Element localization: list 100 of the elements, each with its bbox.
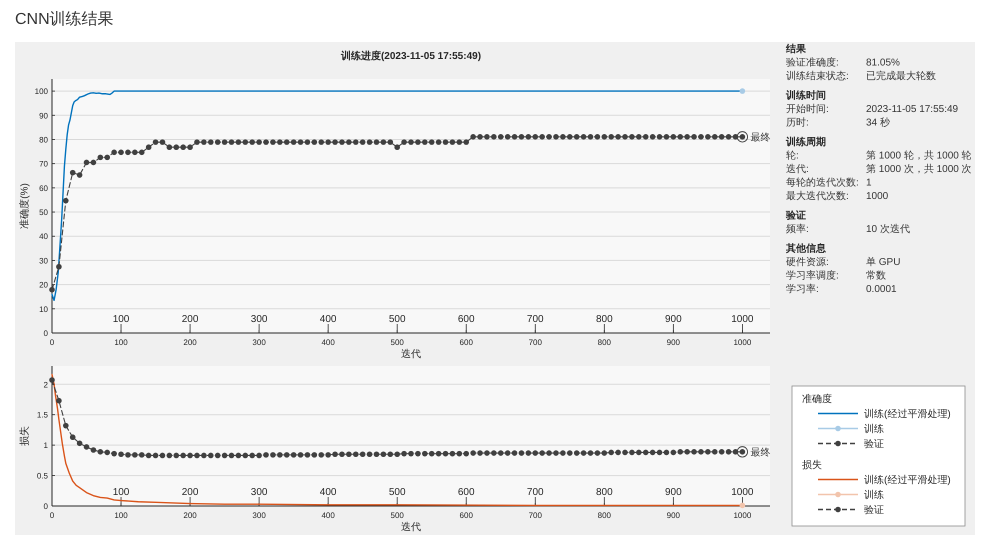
x-tick-label: 200 [183, 338, 198, 347]
text: 其他信息 [785, 242, 827, 254]
x-tick-label: 500 [390, 338, 404, 347]
text: 1 [866, 178, 872, 188]
x-tick-label: 400 [321, 338, 336, 347]
text: 开始时间: [786, 103, 829, 115]
annotation: 最终 [750, 131, 770, 144]
text: 硬件资源: [786, 256, 829, 268]
x-axis-title: 迭代 [401, 348, 421, 360]
text: 2023-11-05 17:55:49 [866, 104, 959, 115]
text: 单 GPU [866, 256, 900, 268]
x2-tick-label: 700 [526, 314, 544, 325]
y-tick-label: 0.5 [36, 472, 49, 481]
text: 结果 [785, 43, 807, 55]
x-tick-label: 600 [460, 511, 474, 520]
text: 学习率: [786, 283, 819, 295]
x2-tick-label: 900 [665, 487, 682, 498]
y-axis-title: 损失 [18, 426, 30, 446]
legend-label: 训练(经过平滑处理) [864, 408, 951, 420]
text: 频率: [786, 223, 809, 235]
y-tick-label: 40 [39, 232, 49, 242]
y-tick-label: 20 [39, 280, 49, 290]
x2-tick-label: 600 [458, 487, 476, 498]
legend-label: 训练(经过平滑处理) [864, 474, 951, 486]
text: 常数 [866, 270, 886, 282]
chart-title: CNN训练结果 [15, 10, 114, 28]
y-tick-label: 1.5 [36, 410, 49, 420]
text: 训练周期 [785, 136, 826, 148]
y-tick-label: 90 [39, 111, 49, 120]
x-tick-label: 700 [528, 338, 542, 347]
x-tick-label: 600 [460, 338, 474, 347]
text: 训练结束状态: [786, 70, 849, 82]
y-tick-label: 10 [39, 304, 49, 314]
x2-tick-label: 800 [596, 487, 614, 498]
y-tick-label: 100 [34, 87, 49, 96]
x2-tick-label: 200 [182, 487, 199, 498]
x-tick-label: 800 [598, 338, 612, 347]
x2-tick-label: 400 [320, 487, 337, 498]
x-tick-label: 700 [528, 511, 542, 520]
text: 学习率调度: [786, 270, 839, 282]
legend-title: 损失 [802, 459, 822, 471]
x2-tick-label: 1000 [731, 487, 754, 498]
x2-tick-label: 400 [320, 314, 337, 325]
x-tick-label: 0 [50, 338, 55, 347]
x-tick-label: 900 [666, 338, 681, 347]
text: 第 1000 轮，共 1000 轮 [866, 150, 972, 162]
legend-label: 验证 [864, 504, 884, 516]
x-axis-title: 迭代 [401, 521, 421, 533]
x2-tick-label: 100 [112, 487, 130, 498]
x-tick-label: 200 [183, 511, 198, 520]
x2-tick-label: 600 [458, 314, 476, 325]
text: 第 1000 次，共 1000 次 [866, 163, 972, 175]
x-tick-label: 400 [321, 511, 336, 520]
y-tick-label: 50 [39, 208, 49, 218]
text: 最大迭代次数: [786, 190, 849, 202]
y-tick-label: 70 [39, 160, 49, 169]
x-tick-label: 100 [114, 511, 128, 520]
x2-tick-label: 500 [388, 314, 406, 325]
x2-tick-label: 100 [112, 314, 130, 325]
text: 验证 [785, 210, 806, 222]
text: 验证准确度: [786, 56, 839, 68]
text: 10 次迭代 [866, 223, 910, 235]
text: 81.05% [866, 58, 900, 68]
y-tick-label: 80 [39, 135, 49, 144]
y-tick-label: 2 [44, 380, 49, 390]
text: 1000 [866, 191, 889, 202]
x-tick-label: 900 [666, 511, 681, 520]
text: 0.0001 [866, 284, 898, 295]
text: 训练时间 [785, 90, 826, 102]
text: 历时: [786, 116, 809, 128]
x-tick-label: 800 [598, 511, 612, 520]
text: 迭代: [786, 163, 809, 175]
text: 每轮的迭代次数: [786, 176, 859, 188]
x-tick-label: 1000 [733, 511, 752, 520]
legend-label: 训练 [864, 489, 884, 501]
text: 轮: [786, 150, 799, 162]
x2-tick-label: 300 [250, 314, 268, 325]
x2-tick-label: 900 [665, 314, 682, 325]
x-tick-label: 1000 [733, 338, 752, 347]
x2-tick-label: 1000 [731, 314, 754, 325]
x2-tick-label: 500 [388, 487, 406, 498]
x2-tick-label: 300 [250, 487, 268, 498]
annotation: 最终 [750, 446, 770, 458]
y-tick-label: 60 [39, 184, 49, 193]
x-tick-label: 500 [390, 511, 404, 520]
x-tick-label: 300 [252, 511, 266, 520]
x-tick-label: 0 [50, 511, 55, 520]
text: 已完成最大轮数 [866, 70, 936, 82]
y-tick-label: 0 [44, 502, 49, 511]
y-axis-title: 准确度(%) [18, 183, 30, 229]
x-tick-label: 100 [114, 338, 128, 347]
x-tick-label: 300 [252, 338, 266, 347]
y-tick-label: 30 [39, 256, 49, 266]
legend-label: 训练 [864, 423, 884, 435]
legend-label: 验证 [864, 438, 884, 450]
text: 34 秒 [866, 116, 890, 128]
legend-title: 准确度 [802, 393, 832, 405]
x2-tick-label: 800 [596, 314, 614, 325]
y-tick-label: 1 [44, 441, 49, 450]
x2-tick-label: 700 [526, 487, 544, 498]
